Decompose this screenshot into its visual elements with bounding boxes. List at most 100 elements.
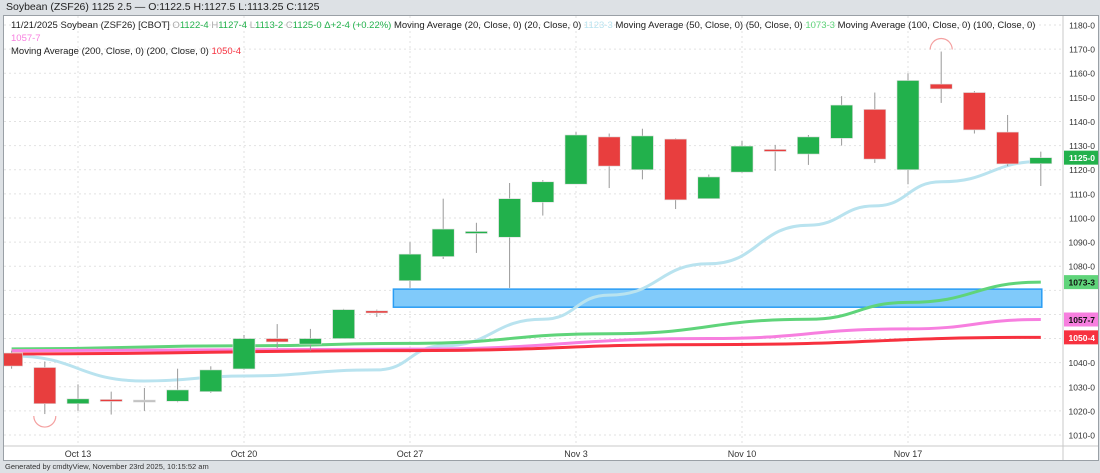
candle-body <box>830 104 853 139</box>
x-tick-label: Nov 17 <box>894 449 923 459</box>
candle-body <box>664 138 687 201</box>
candle <box>564 132 588 185</box>
candle <box>1029 151 1053 187</box>
candle <box>631 128 654 180</box>
legend-high: 1127-4 <box>218 20 248 31</box>
candle <box>133 388 156 411</box>
candle-body <box>597 136 621 167</box>
x-tick-label: Nov 3 <box>564 449 588 459</box>
y-tick-label: 1140-0 <box>1069 117 1095 127</box>
candle-body <box>199 369 223 392</box>
ma20-label: Moving Average (20, Close, 0) (20, Close… <box>393 20 582 31</box>
candle <box>896 73 920 185</box>
ma50-value: 1073-3 <box>805 20 835 31</box>
price-badge-bg <box>1064 312 1098 327</box>
footer-generated: Generated by cmdtyView, November 23rd 20… <box>5 462 209 471</box>
candle-body <box>797 136 820 155</box>
candle <box>863 92 887 163</box>
ma-line-1 <box>11 280 1041 351</box>
legend-low: 1113-2 <box>255 20 284 31</box>
open-label: O <box>172 20 180 31</box>
price-badge-label: 1125-0 <box>1069 153 1095 163</box>
candle-body <box>531 181 555 203</box>
candle-body <box>1029 157 1053 164</box>
price-badge-label: 1050-4 <box>1069 333 1096 343</box>
y-tick-label: 1010-0 <box>1069 431 1096 441</box>
candle <box>398 242 422 288</box>
candlestick-chart: 1010-0 1020-0 1030-0 1040-0 1080-0 1090-0 1100… <box>4 16 1098 460</box>
chart-title: Soybean (ZSF26) 1125 2.5 — O:1122.5 H:11… <box>6 1 320 13</box>
candle <box>531 180 555 216</box>
candle-body <box>66 398 90 404</box>
chart-frame: 1010-0 1020-0 1030-0 1040-0 1080-0 1090-0 1100… <box>3 15 1099 461</box>
candle-body <box>730 145 754 173</box>
candle-body <box>996 131 1019 165</box>
candle <box>332 308 355 339</box>
legend: 11/21/2025 Soybean (ZSF26) [CBOT] O1122-… <box>11 19 1051 58</box>
candle-body <box>929 83 953 90</box>
candle-body <box>631 135 654 171</box>
legend-row-2: Moving Average (200, Close, 0) (200, Clo… <box>11 45 1051 58</box>
candle <box>963 91 986 134</box>
legend-row-1: 11/21/2025 Soybean (ZSF26) [CBOT] O1122-… <box>11 19 1051 45</box>
legend-close: 1125-0 <box>292 20 322 31</box>
ma200-value: 1050-4 <box>211 46 242 57</box>
ma20-value: 1123-3 <box>583 20 613 31</box>
y-tick-label: 1020-0 <box>1069 406 1096 416</box>
legend-open: 1122-4 <box>179 20 209 31</box>
candle-body <box>863 109 887 160</box>
legend-date: 11/21/2025 <box>11 20 58 31</box>
candle <box>365 309 389 317</box>
candle-body <box>963 92 986 131</box>
y-tick-label: 1080-0 <box>1069 262 1096 272</box>
high-label: H <box>211 20 219 31</box>
ma50-label: Moving Average (50, Close, 0) (50, Close… <box>615 20 803 31</box>
candle-body <box>33 367 57 404</box>
low-label: L <box>249 20 256 31</box>
swing-high-marker <box>929 38 953 50</box>
y-tick-label: 1130-0 <box>1069 141 1095 151</box>
candle <box>431 198 455 259</box>
ma100-label: Moving Average (100, Close, 0) (100, Clo… <box>837 20 1036 31</box>
candle-body <box>166 389 189 402</box>
candle <box>33 361 57 415</box>
y-tick-label: 1120-0 <box>1069 165 1095 175</box>
candle <box>99 391 123 415</box>
price-badge: 1057-7 <box>1064 312 1098 327</box>
candle-body <box>99 399 123 402</box>
candle <box>4 350 23 369</box>
y-tick-label: 1110-0 <box>1070 189 1095 199</box>
price-badge-bg <box>1064 150 1098 165</box>
candle-body <box>299 338 322 345</box>
candle <box>166 368 189 403</box>
candle <box>730 140 754 174</box>
candle <box>66 384 90 411</box>
price-badge-bg <box>1064 275 1098 290</box>
ma-line-3 <box>11 335 1041 356</box>
candle-body <box>697 176 721 199</box>
candle <box>797 134 820 165</box>
candle-body <box>398 253 422 281</box>
candle <box>664 138 687 210</box>
price-badge: 1050-4 <box>1064 330 1098 345</box>
ma200-label: Moving Average (200, Close, 0) (200, Clo… <box>11 46 209 57</box>
y-tick-label: 1090-0 <box>1069 238 1096 248</box>
y-tick-label: 1030-0 <box>1069 382 1096 392</box>
y-tick-label: 1170-0 <box>1069 45 1095 55</box>
y-tick-label: 1040-0 <box>1069 358 1096 368</box>
candle <box>597 133 621 189</box>
y-tick-label: 1160-0 <box>1069 69 1095 79</box>
price-badge-label: 1057-7 <box>1069 315 1096 325</box>
candle-body <box>4 352 23 367</box>
x-tick-label: Oct 27 <box>397 449 424 459</box>
price-badge: 1073-3 <box>1064 275 1098 290</box>
x-tick-label: Nov 10 <box>728 449 757 459</box>
ma-line-2 <box>11 318 1041 353</box>
candle <box>830 96 853 146</box>
y-tick-label: 1180-0 <box>1069 21 1095 31</box>
candle-body <box>265 338 289 343</box>
close-label: C <box>285 20 293 31</box>
y-tick-label: 1100-0 <box>1069 213 1095 223</box>
candle-body <box>232 338 256 370</box>
candle <box>697 174 721 199</box>
